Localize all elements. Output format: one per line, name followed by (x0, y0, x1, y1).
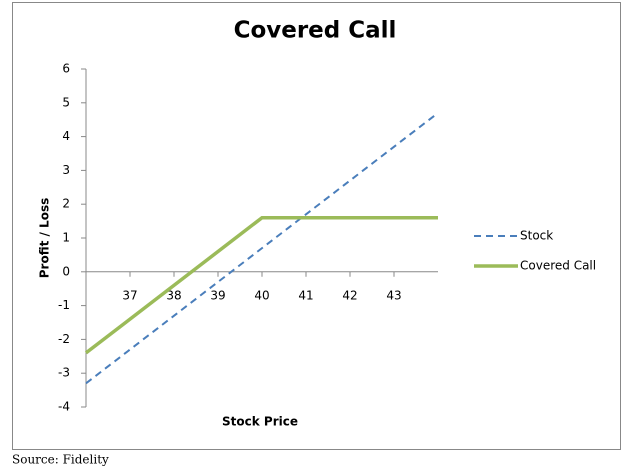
chart-title: Covered Call (234, 18, 397, 44)
y-tick-label: -2 (58, 332, 70, 346)
y-tick-label: 1 (62, 231, 70, 245)
y-tick-label: 4 (62, 129, 70, 143)
x-axis-label: Stock Price (222, 415, 298, 429)
x-tick-label: 43 (386, 288, 401, 302)
chart-frame (12, 2, 621, 450)
legend-label: Covered Call (520, 259, 596, 273)
legend-label: Stock (520, 229, 553, 243)
series-line (85, 112, 439, 385)
y-tick-label: -1 (58, 298, 70, 312)
x-tick-label: 40 (254, 288, 269, 302)
series-line (84, 215, 438, 355)
x-tick-label: 37 (122, 288, 137, 302)
y-tick-label: 6 (62, 62, 70, 76)
y-tick-label: 3 (62, 163, 70, 177)
source-note: Source: Fidelity (12, 453, 109, 467)
x-tick-label: 39 (210, 288, 225, 302)
y-tick-label: 0 (62, 264, 70, 278)
y-axis-label: Profit / Loss (38, 198, 52, 279)
x-tick-label: 38 (166, 288, 181, 302)
x-tick-label: 42 (342, 288, 357, 302)
y-tick-label: -4 (58, 400, 70, 414)
y-tick-label: -3 (58, 366, 70, 380)
x-tick-label: 41 (298, 288, 313, 302)
y-tick-label: 2 (62, 197, 70, 211)
y-tick-label: 5 (62, 95, 70, 109)
